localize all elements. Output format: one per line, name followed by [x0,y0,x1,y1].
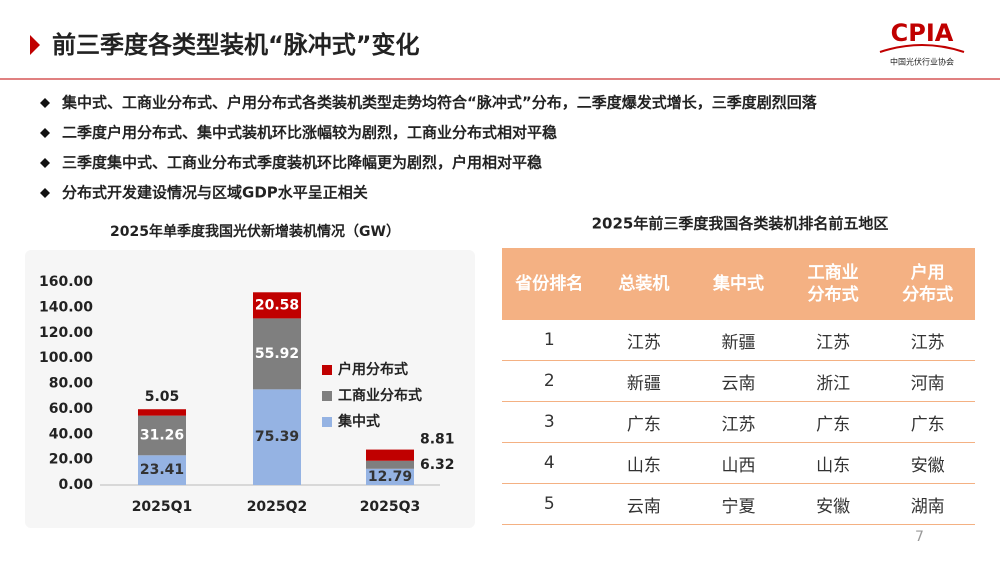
table-cell: 新疆 [691,320,786,361]
bullet-marker [40,98,50,108]
bar-segment [253,292,301,319]
table-cell: 宁夏 [691,483,786,525]
table-cell: 1 [502,320,597,361]
column-header: 总装机 [596,248,692,320]
table-cell: 5 [502,483,597,525]
bar-segment [366,460,414,469]
logo: CPIA [891,19,954,47]
table-cell: 江苏 [880,320,975,361]
data-label: 6.32 [420,457,455,473]
bar-segment [138,415,186,456]
table-cell: 云南 [596,483,692,525]
x-tick-label: 2025Q2 [247,499,308,515]
chart-title: 2025年单季度我国光伏新增装机情况（GW） [110,223,400,240]
data-label: 31.26 [140,427,184,443]
data-label: 20.58 [255,297,299,313]
table-cell: 新疆 [596,360,692,402]
table-cell: 浙江 [785,360,881,402]
y-tick-label: 160.00 [39,274,93,290]
table-cell: 山东 [785,442,881,484]
column-header: 集中式 [691,248,786,320]
y-tick-label: 40.00 [49,426,94,442]
table-cell: 云南 [691,360,786,402]
y-tick-label: 80.00 [49,376,94,392]
table-cell: 安徽 [785,483,881,525]
table-row: 4 山东 山西 山东 安徽 [502,442,975,484]
table-cell: 山西 [691,442,786,484]
bullet-marker [40,128,50,138]
legend-swatch [322,391,332,401]
y-tick-label: 140.00 [39,299,93,315]
table-row: 3 广东 江苏 广东 广东 [502,401,975,443]
table-cell: 山东 [596,442,692,484]
y-tick-label: 120.00 [39,325,93,341]
y-tick-label: 0.00 [58,477,93,493]
table-cell: 广东 [596,401,692,443]
table-title: 2025年前三季度我国各类装机排名前五地区 [592,215,889,233]
bar-segment [366,468,414,485]
legend-label: 集中式 [337,413,380,430]
data-label: 75.39 [255,429,299,445]
logo-arc [879,44,965,53]
data-label: 55.92 [255,346,299,362]
x-tick-label: 2025Q3 [360,499,421,515]
column-header: 户用 分布式 [880,248,975,320]
column-header: 工商业 分布式 [785,248,881,320]
table-cell: 河南 [880,360,975,402]
logo-subtitle: 中国光伏行业协会 [890,57,954,67]
table-cell: 安徽 [880,442,975,484]
x-tick-label: 2025Q1 [132,499,193,515]
table-row: 1 江苏 新疆 江苏 江苏 [502,320,975,361]
table-cell: 广东 [785,401,881,443]
table-header-row: 省份排名 总装机 集中式 工商业 分布式 户用 分布式 [502,248,975,320]
column-header: 省份排名 [502,248,597,320]
table-cell: 广东 [880,401,975,443]
table-cell: 4 [502,442,597,484]
bar-segment [253,318,301,390]
table-cell: 江苏 [785,320,881,361]
table-row: 5 云南 宁夏 安徽 湖南 [502,483,975,525]
table-cell: 3 [502,401,597,443]
bullet-text: 集中式、工商业分布式、户用分布式各类装机类型走势均符合“脉冲式”分布，二季度爆发… [61,94,818,112]
bar-segment [253,389,301,485]
y-tick-label: 100.00 [39,350,93,366]
bullet-text: 三季度集中式、工商业分布式季度装机环比降幅更为剧烈，户用相对平稳 [62,154,542,172]
table-cell: 湖南 [880,483,975,525]
page-number: 7 [915,529,924,545]
data-label: 12.79 [368,469,412,485]
ranking-table: 省份排名 总装机 集中式 工商业 分布式 户用 分布式 1 江苏 新疆 江苏 江苏 2 新疆 云南 浙江河… [502,248,975,525]
legend-swatch [322,417,332,427]
table-cell: 2 [502,360,597,402]
table-cell: 江苏 [596,320,692,361]
data-label: 5.05 [145,389,180,405]
legend-label: 工商业分布式 [338,387,422,404]
chart-panel [25,250,475,528]
legend-label: 户用分布式 [338,361,408,378]
bar-segment [138,455,186,485]
title-marker [30,35,40,55]
bar-segment [138,409,186,416]
data-label: 8.81 [420,432,455,448]
y-tick-label: 60.00 [49,401,94,417]
legend-swatch [322,365,332,375]
y-tick-label: 20.00 [49,452,94,468]
table-row: 2 新疆 云南 浙江 河南 [502,360,975,402]
bullet-marker [40,188,50,198]
table-cell: 江苏 [691,401,786,443]
bullet-text: 二季度户用分布式、集中式装机环比涨幅较为剧烈，工商业分布式相对平稳 [62,124,557,142]
bullet-marker [40,158,50,168]
data-label: 23.41 [140,462,184,478]
bar-segment [366,449,414,461]
bullet-text: 分布式开发建设情况与区域GDP水平呈正相关 [62,184,368,202]
slide-title: 前三季度各类型装机“脉冲式”变化 [52,31,420,59]
